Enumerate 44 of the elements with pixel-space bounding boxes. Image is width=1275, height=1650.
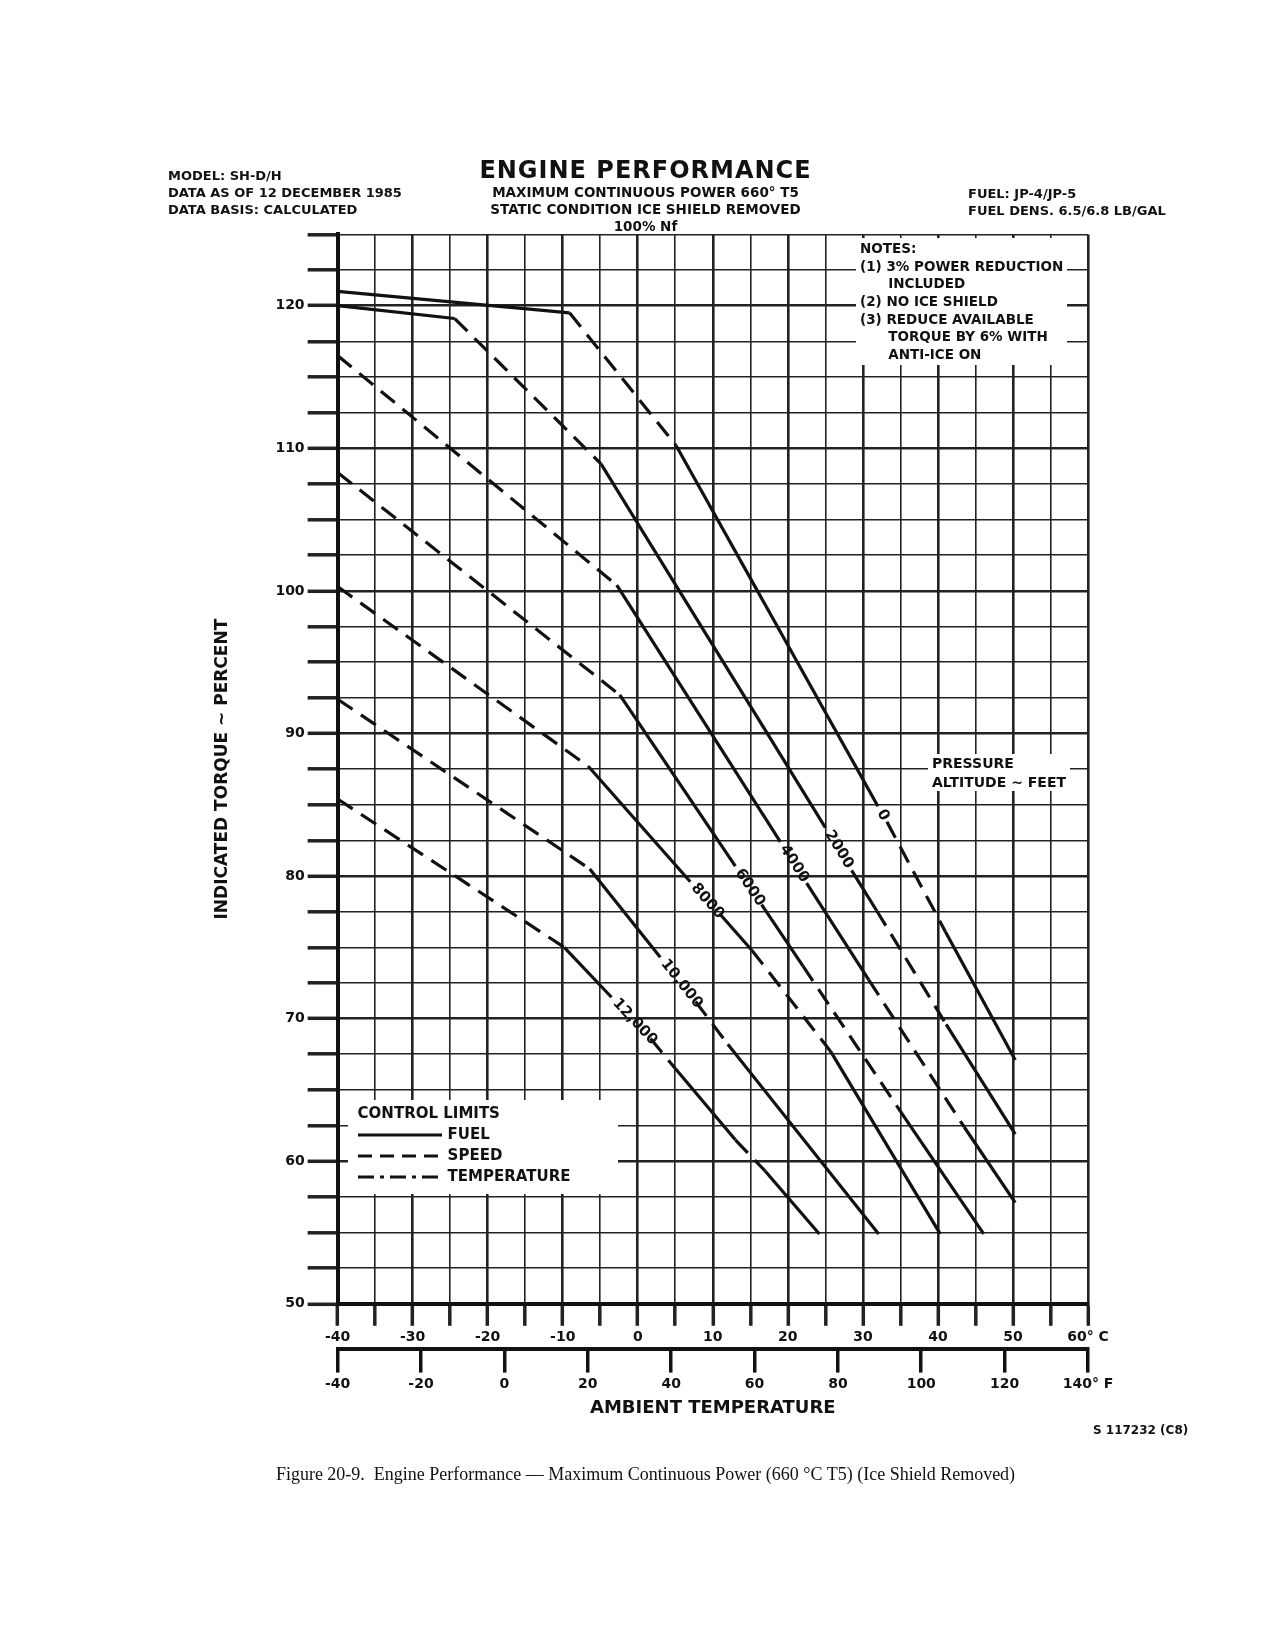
x-tick-label: 30: [853, 1327, 873, 1344]
x2-tick-label: -40: [324, 1374, 351, 1391]
x2-tick-label: 120: [990, 1374, 1020, 1391]
annotation: SPEED: [447, 1145, 503, 1166]
annotation: PRESSURE ALTITUDE ~ FEET: [928, 754, 1071, 791]
x2-tick-label: 0: [499, 1374, 510, 1391]
x2-tick-label: 80: [828, 1374, 848, 1391]
annotation: TEMPERATURE: [447, 1166, 571, 1187]
x-tick-label: 0: [632, 1327, 643, 1344]
y-axis-title: INDICATED TORQUE ~ PERCENT: [210, 618, 231, 920]
x-axis-title: AMBIENT TEMPERATURE: [590, 1395, 836, 1417]
x2-tick-label: 60: [744, 1374, 765, 1391]
x-tick-label: 50: [1003, 1327, 1023, 1344]
annotation: FUEL: [447, 1124, 490, 1145]
x-tick-label: 20: [778, 1327, 798, 1344]
x-tick-label: -40: [324, 1327, 351, 1344]
y-tick-label: 50: [285, 1294, 305, 1311]
x2-tick-label: 20: [578, 1374, 598, 1391]
chart-subtitle: MAXIMUM CONTINUOUS POWER 660° T5 STATIC CONDITION ICE SHIELD REMOVED 100% Nf: [490, 184, 801, 234]
caption: Figure 20-9. Engine Performance — Maximum Continuous Power (660 °C T5) (Ice Shield Removed): [274, 1463, 1017, 1486]
x-tick-label: -10: [550, 1327, 576, 1344]
y-tick-label: 80: [285, 866, 305, 883]
y-tick-label: 110: [275, 438, 305, 455]
text: FUEL: JP-4/JP-5 FUEL DENS. 6.5/6.8 LB/GAL: [968, 186, 1166, 220]
x2-tick-label: 140° F: [1062, 1374, 1114, 1391]
x2-tick-label: -20: [408, 1374, 434, 1391]
annotation: CONTROL LIMITS: [357, 1103, 500, 1124]
x2-tick-label: 40: [661, 1374, 682, 1391]
y-tick-label: 70: [285, 1009, 305, 1026]
x2-tick-label: 100: [906, 1374, 937, 1391]
text: 0: [873, 805, 895, 824]
text: S 117232 (C8): [1093, 1423, 1189, 1439]
y-tick-label: 120: [275, 296, 305, 313]
y-tick-label: 90: [285, 724, 305, 741]
annotation: NOTES: (1) 3% POWER REDUCTION INCLUDED (2) NO ICE SHIELD (3) REDUCE AVAILABLE TORQUE BY 6% WITH ANTI-ICE ON: [856, 238, 1068, 366]
x-tick-label: 40: [928, 1327, 948, 1344]
chart-title: ENGINE PERFORMANCE: [479, 156, 812, 184]
y-tick-label: 60: [285, 1151, 305, 1168]
x-tick-label: 60° C: [1067, 1327, 1109, 1344]
y-tick-label: 100: [275, 581, 305, 598]
x-tick-label: 10: [703, 1327, 723, 1344]
x-tick-label: -20: [475, 1327, 501, 1344]
x-tick-label: -30: [400, 1327, 426, 1344]
text: MODEL: SH-D/H DATA AS OF 12 DECEMBER 1985 DATA BASIS: CALCULATED: [168, 168, 402, 219]
